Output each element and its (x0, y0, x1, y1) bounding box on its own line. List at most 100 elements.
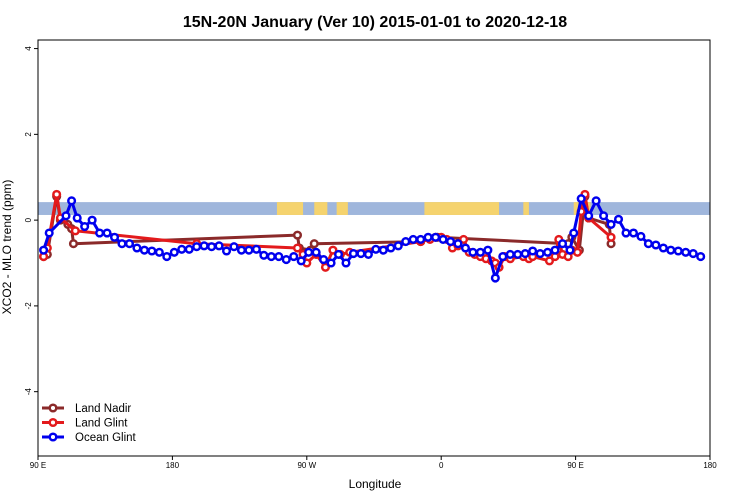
data-point (266, 252, 276, 262)
x-tick-label: 90 W (297, 461, 316, 470)
series-layer (39, 189, 706, 283)
data-point (393, 241, 403, 251)
data-point (543, 247, 553, 257)
data-point (599, 211, 609, 221)
data-point (643, 239, 653, 249)
series-ocean-glint (39, 194, 706, 283)
data-point (296, 256, 306, 266)
data-point (309, 239, 319, 249)
land-band (523, 202, 529, 215)
data-point (162, 252, 172, 262)
data-point (68, 239, 79, 249)
data-point (320, 262, 331, 272)
data-point (658, 243, 668, 253)
data-point (70, 226, 80, 236)
x-tick-label: 90 E (30, 461, 46, 470)
data-point (468, 247, 478, 257)
y-tick-label: -2 (24, 302, 33, 310)
data-point (147, 246, 157, 256)
data-point (236, 245, 247, 255)
data-point (67, 196, 77, 206)
data-point (490, 273, 500, 283)
chart-title: 15N-20N January (Ver 10) 2015-01-01 to 2… (183, 14, 567, 31)
data-point (423, 232, 433, 242)
data-point (192, 242, 202, 252)
data-point (513, 249, 523, 259)
data-point (445, 237, 456, 247)
data-point (214, 241, 224, 251)
data-point (311, 247, 321, 257)
data-point (319, 255, 329, 265)
data-point (431, 232, 441, 242)
data-point (102, 228, 112, 238)
y-tick-label: 4 (24, 46, 33, 51)
data-point (326, 258, 336, 268)
x-tick-label: 180 (166, 461, 180, 470)
data-point (606, 232, 616, 242)
data-point (87, 215, 97, 225)
data-point (61, 211, 71, 221)
data-point (408, 234, 418, 244)
legend-swatch-marker (48, 417, 58, 428)
legend-item: Land Nadir (42, 403, 131, 415)
axes: 90 E 180 90 W 0 90 E 180 -4 -2 0 2 4 (24, 46, 717, 470)
data-point (628, 228, 639, 238)
land-band (314, 202, 328, 215)
data-point (184, 244, 194, 254)
data-point (544, 256, 555, 266)
data-point (621, 228, 631, 238)
data-point (636, 231, 646, 241)
legend-item: Land Glint (42, 418, 128, 430)
data-point (606, 219, 616, 229)
legend-swatch-marker (48, 403, 58, 413)
data-point (109, 232, 120, 242)
data-point (304, 247, 314, 257)
data-point (673, 246, 683, 256)
data-point (651, 240, 661, 250)
land-band (424, 202, 500, 215)
data-point (591, 196, 601, 206)
data-point (251, 244, 261, 254)
data-point (505, 249, 515, 259)
legend-swatch-marker (48, 432, 58, 442)
data-point (221, 246, 232, 256)
y-tick-label: 2 (24, 132, 33, 137)
data-point (569, 228, 579, 238)
x-axis-label: Longitude (349, 477, 402, 491)
data-point (177, 244, 187, 254)
data-point (416, 234, 426, 244)
legend: Land Nadir Land Glint Ocean Glint (42, 403, 137, 444)
data-point (363, 249, 373, 259)
data-point (460, 243, 471, 253)
data-point (289, 252, 299, 262)
data-point (341, 258, 351, 268)
y-axis-label: XCO2 - MLO trend (ppm) (0, 180, 14, 315)
land-band (276, 202, 304, 215)
legend-label: Land Nadir (75, 403, 131, 415)
data-point (576, 194, 586, 204)
data-point (681, 247, 691, 257)
data-point (483, 245, 493, 255)
ocean-band (38, 202, 710, 215)
data-point (371, 244, 381, 254)
data-point (259, 250, 269, 260)
data-point (52, 189, 62, 199)
data-point (459, 234, 469, 244)
data-point (80, 222, 90, 232)
data-point (453, 239, 463, 249)
data-point (169, 247, 179, 257)
data-point (333, 249, 344, 259)
data-point (475, 247, 485, 257)
data-point (292, 230, 303, 240)
legend-label: Ocean Glint (75, 432, 137, 444)
data-point (438, 234, 448, 244)
data-point (207, 242, 217, 252)
data-point (401, 237, 411, 247)
data-point (117, 239, 127, 249)
data-point (550, 245, 560, 255)
data-point (696, 252, 706, 262)
data-point (95, 228, 105, 238)
data-point (139, 245, 149, 255)
data-point (132, 243, 142, 253)
